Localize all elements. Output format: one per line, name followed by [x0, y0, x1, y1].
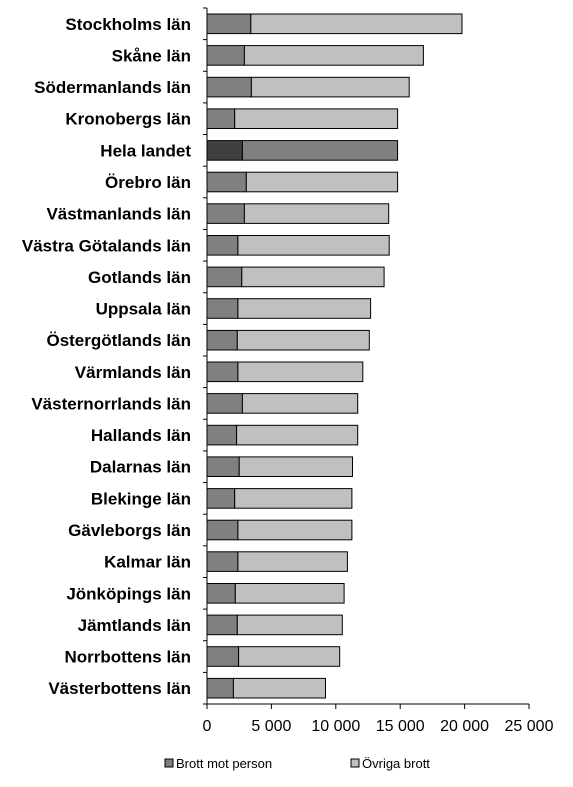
bar-segment-brott-mot-person: [206, 677, 234, 699]
legend-label: Övriga brott: [362, 756, 430, 771]
bar-segment-ovriga-brott: [245, 171, 399, 193]
bar-segment-ovriga-brott: [241, 393, 359, 414]
bar-segment-ovriga-brott: [237, 235, 390, 256]
bar-segment-brott-mot-person: [206, 13, 252, 35]
bar-segment-ovriga-brott: [238, 456, 353, 477]
x-tick-label: 10 000: [311, 718, 360, 735]
category-labels: Stockholms län Skåne län Södermanlands län…: [22, 15, 191, 698]
bar-segment-ovriga-brott: [241, 266, 385, 288]
bar-segment-ovriga-brott: [232, 677, 326, 699]
bar-segment-brott-mot-person: [206, 266, 243, 288]
bar-segment-brott-mot-person: [206, 108, 236, 130]
bar-segment-ovriga-brott: [237, 298, 372, 319]
x-tick-label: 15 000: [376, 718, 425, 735]
bar-segment-brott-mot-person: [206, 551, 239, 572]
bar-segment-ovriga-brott: [234, 583, 345, 604]
category-label: Södermanlands län: [34, 78, 191, 97]
category-label: Hallands län: [91, 426, 191, 445]
bar-segment-brott-mot-person: [206, 583, 236, 604]
bar-segment-brott-mot-person: [206, 171, 247, 193]
category-label: Västra Götalands län: [22, 236, 191, 255]
bar-segment-ovriga-brott: [237, 519, 353, 541]
x-tick-label: 0: [203, 718, 212, 735]
category-label: Blekinge län: [91, 489, 191, 508]
x-axis: 0 5 000 10 000 15 000 20 000 25 000: [203, 7, 554, 735]
bar-segment-brott-mot-person: [206, 519, 239, 541]
legend: Brott mot person Övriga brott: [164, 756, 430, 771]
category-label: Norrbottens län: [64, 648, 191, 667]
bar-segment-ovriga-brott: [237, 361, 364, 383]
bar-segment-brott-mot-person: [206, 298, 239, 319]
category-label: Värmlands län: [75, 363, 191, 382]
category-label: Dalarnas län: [90, 458, 191, 477]
bar-segment-brott-mot-person: [206, 488, 236, 509]
bar-segment-brott-mot-person: [206, 76, 252, 98]
category-label: Skåne län: [112, 47, 191, 66]
bar-segment-brott-mot-person: [206, 140, 243, 161]
category-label: Stockholms län: [65, 15, 191, 34]
legend-label: Brott mot person: [176, 756, 272, 771]
legend-swatch: [350, 758, 360, 768]
category-label: Hela landet: [100, 141, 191, 160]
bar-segment-ovriga-brott: [243, 45, 424, 66]
category-label: Västernorrlands län: [31, 395, 191, 414]
bar-segment-brott-mot-person: [206, 646, 240, 667]
category-label: Kronobergs län: [65, 110, 191, 129]
bar-segment-brott-mot-person: [206, 424, 238, 446]
category-label: Kalmar län: [104, 553, 191, 572]
category-label: Gotlands län: [88, 268, 191, 287]
x-tick-label: 20 000: [440, 718, 489, 735]
category-label: Jämtlands län: [78, 616, 191, 635]
bar-segment-ovriga-brott: [241, 140, 399, 161]
category-label: Jönköpings län: [66, 584, 191, 603]
category-label: Västerbottens län: [48, 679, 191, 698]
x-tick-label: 5 000: [251, 718, 291, 735]
bar-segment-ovriga-brott: [234, 488, 353, 509]
legend-swatch: [164, 758, 174, 768]
category-label: Östergötlands län: [46, 331, 191, 350]
category-label: Västmanlands län: [46, 205, 191, 224]
bar-segment-brott-mot-person: [206, 203, 245, 224]
bar-segment-ovriga-brott: [234, 108, 399, 130]
bar-segment-ovriga-brott: [237, 551, 348, 572]
x-tick-label: 25 000: [505, 718, 554, 735]
bar-segment-ovriga-brott: [250, 76, 410, 98]
bar-segment-brott-mot-person: [206, 614, 238, 636]
bar-segment-ovriga-brott: [236, 329, 370, 351]
bar-segment-brott-mot-person: [206, 329, 238, 351]
bar-segment-brott-mot-person: [206, 393, 243, 414]
bar-segment-ovriga-brott: [236, 424, 359, 446]
bar-segment-ovriga-brott: [236, 614, 343, 636]
bar-segment-brott-mot-person: [206, 45, 245, 66]
bar-segment-ovriga-brott: [238, 646, 341, 667]
bar-segment-ovriga-brott: [250, 13, 463, 35]
category-label: Örebro län: [105, 173, 191, 192]
bars-group: [206, 13, 463, 699]
bar-segment-brott-mot-person: [206, 235, 239, 256]
category-label: Uppsala län: [96, 300, 191, 319]
bar-segment-brott-mot-person: [206, 361, 239, 383]
category-label: Gävleborgs län: [68, 521, 191, 540]
bar-segment-ovriga-brott: [243, 203, 390, 224]
bar-segment-brott-mot-person: [206, 456, 240, 477]
